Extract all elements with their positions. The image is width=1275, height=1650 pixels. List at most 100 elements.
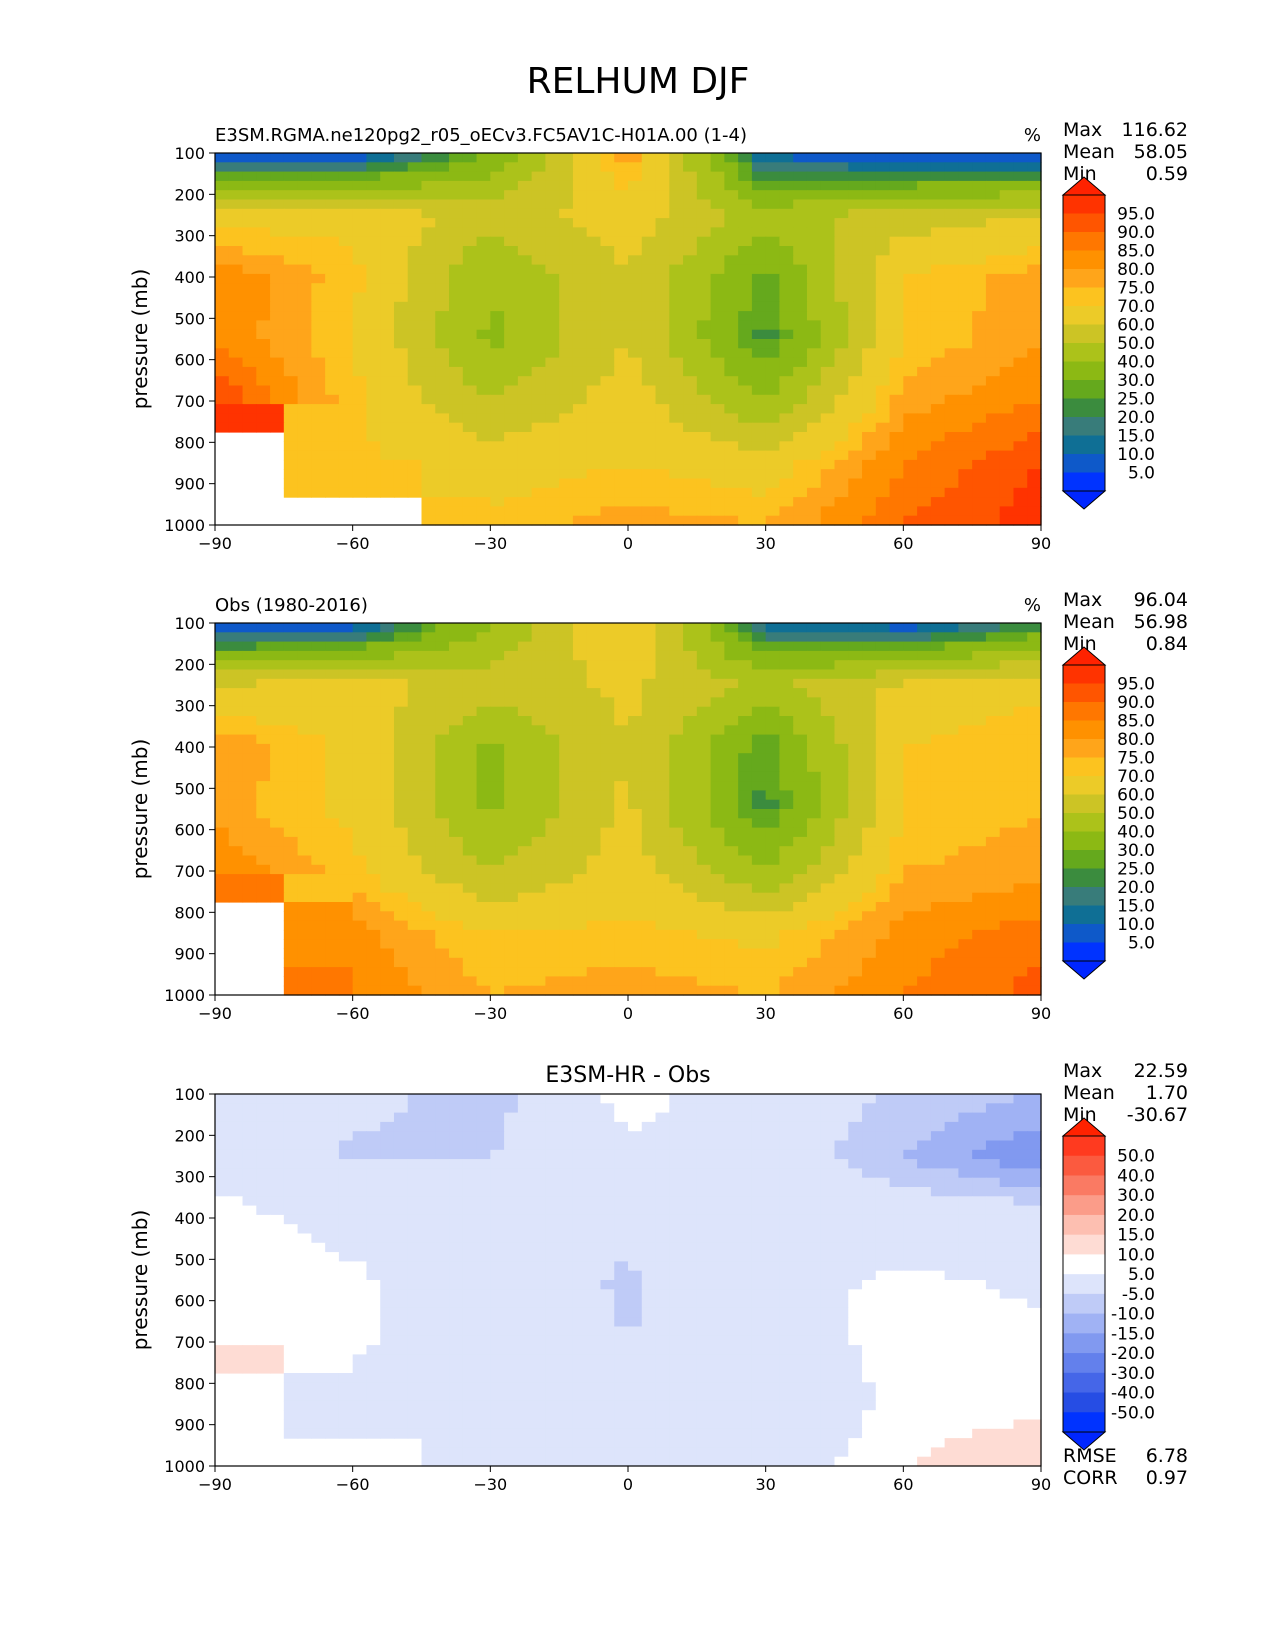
contour-cell — [903, 469, 918, 480]
y-tick-label: 900 — [174, 475, 205, 494]
contour-cell — [669, 422, 684, 433]
contour-cell — [600, 809, 615, 819]
contour-cell — [751, 366, 767, 377]
contour-cell — [435, 911, 450, 922]
contour-cell — [930, 459, 946, 470]
contour-cell — [228, 874, 244, 884]
contour-cell — [834, 734, 849, 745]
contour-cell — [724, 506, 739, 517]
contour-cell — [875, 376, 891, 387]
contour-cell — [242, 273, 257, 284]
contour-cell — [366, 734, 381, 745]
contour-cell — [972, 874, 987, 884]
contour-cell — [1027, 422, 1042, 433]
contour-cell — [256, 255, 271, 266]
contour-cell — [449, 162, 464, 173]
contour-cell — [531, 762, 546, 773]
contour-cell — [1013, 902, 1028, 912]
contour-cell — [793, 292, 808, 303]
contour-cell — [669, 162, 684, 173]
contour-cell — [793, 864, 808, 875]
contour-cell — [710, 394, 725, 405]
contour-cell — [421, 432, 436, 442]
contour-cell — [435, 929, 450, 940]
contour-cell — [669, 292, 684, 303]
contour-cell — [421, 846, 436, 857]
contour-cell — [875, 450, 891, 461]
contour-cell — [215, 292, 230, 303]
contour-cell — [586, 171, 602, 182]
contour-cell — [985, 180, 1001, 191]
contour-cell — [683, 283, 698, 294]
contour-cell — [311, 762, 326, 773]
contour-cell — [572, 939, 588, 950]
contour-cell — [724, 366, 739, 377]
contour-cell — [490, 948, 505, 959]
contour-cell — [476, 208, 491, 219]
contour-cell — [862, 734, 877, 745]
contour-cell — [641, 497, 657, 507]
contour-cell — [944, 357, 959, 368]
contour-cell — [338, 366, 354, 377]
contour-cell — [751, 357, 767, 368]
contour-cell — [311, 818, 326, 829]
contour-cell — [449, 273, 464, 284]
contour-cell — [504, 809, 519, 819]
contour-cell — [338, 432, 354, 442]
contour-cell — [875, 273, 891, 284]
contour-cell — [765, 855, 781, 866]
contour-cell — [572, 771, 588, 782]
contour-cell — [600, 697, 615, 708]
contour-cell — [724, 180, 739, 191]
contour-cell — [407, 1112, 423, 1123]
contour-cell — [820, 497, 836, 507]
contour-cell — [820, 688, 836, 698]
contour-cell — [586, 339, 602, 349]
contour-cell — [572, 180, 588, 191]
contour-cell — [297, 967, 312, 977]
contour-cell — [683, 706, 698, 717]
contour-cell — [504, 967, 519, 977]
contour-cell — [862, 929, 877, 940]
contour-cell — [449, 948, 464, 959]
contour-cell — [903, 273, 918, 284]
contour-cell — [820, 153, 836, 163]
contour-cell — [779, 218, 794, 228]
contour-cell — [325, 743, 340, 754]
contour-cell — [545, 218, 560, 228]
contour-cell — [228, 1094, 244, 1104]
contour-cell — [724, 660, 739, 671]
contour-cell — [655, 957, 670, 968]
contour-cell — [449, 171, 464, 182]
contour-cell — [559, 939, 574, 950]
contour-cell — [393, 669, 409, 680]
contour-cell — [545, 459, 560, 470]
contour-cell — [765, 478, 781, 489]
contour-cell — [215, 394, 230, 405]
contour-cell — [600, 939, 615, 950]
contour-cell — [614, 227, 629, 238]
contour-cell — [325, 874, 340, 884]
contour-cell — [614, 301, 629, 312]
contour-cell — [972, 892, 987, 903]
contour-cell — [738, 273, 753, 284]
contour-cell — [352, 911, 368, 922]
contour-cell — [600, 506, 615, 517]
contour-cell — [696, 716, 712, 726]
contour-cell — [710, 1103, 725, 1114]
contour-cell — [435, 818, 450, 829]
contour-cell — [559, 162, 574, 173]
contour-cell — [793, 190, 808, 201]
contour-cell — [572, 199, 588, 210]
contour-cell — [999, 385, 1015, 396]
contour-cell — [848, 218, 863, 228]
contour-cell — [751, 273, 767, 284]
contour-cell — [641, 902, 657, 912]
contour-cell — [710, 487, 725, 498]
contour-cell — [972, 762, 987, 773]
contour-cell — [586, 255, 602, 266]
contour-cell — [834, 255, 849, 266]
contour-cell — [903, 902, 918, 912]
contour-cell — [311, 376, 326, 387]
contour-cell — [449, 311, 464, 321]
